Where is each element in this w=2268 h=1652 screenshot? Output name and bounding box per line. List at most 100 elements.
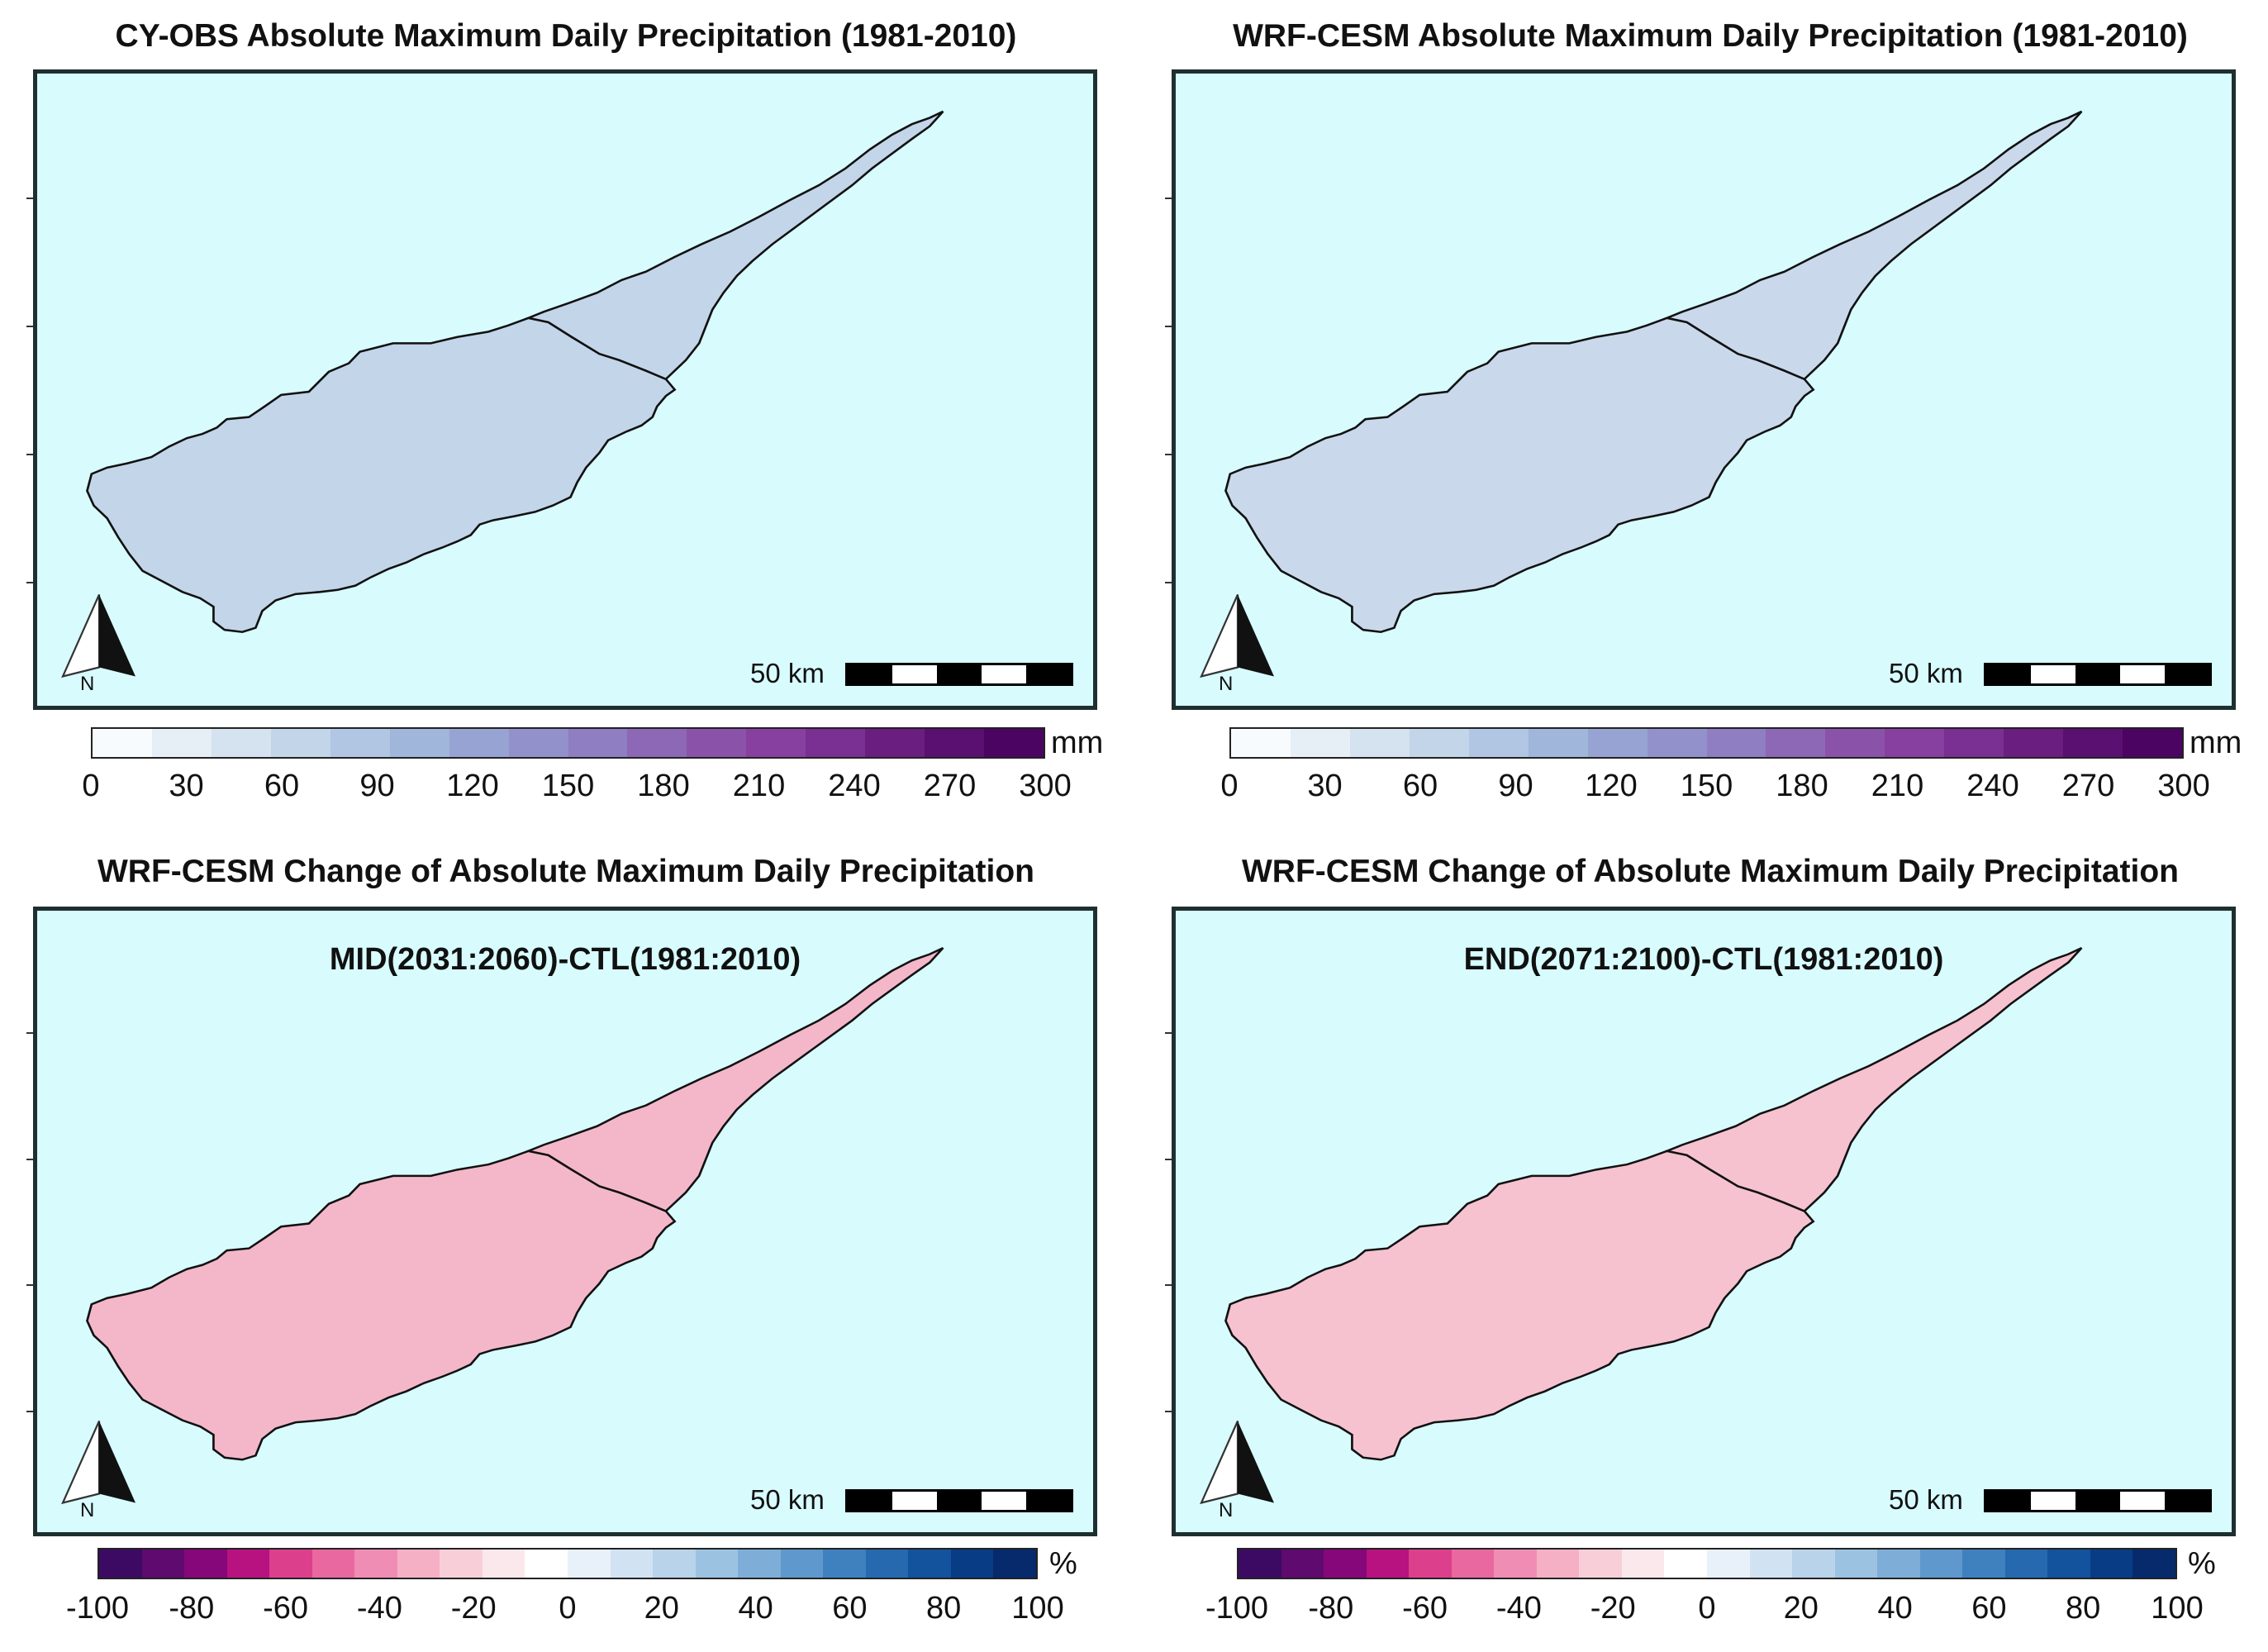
colorbar-swatch — [1324, 1550, 1367, 1578]
colorbar-swatch — [1349, 729, 1410, 757]
colorbar-swatch — [780, 1550, 824, 1578]
colorbar-swatch — [397, 1550, 440, 1578]
map-frame-obs: N 50 km — [33, 69, 1097, 710]
colorbar-swatch — [823, 1550, 866, 1578]
colorbar-swatch — [1536, 1550, 1580, 1578]
colorbar — [97, 1548, 1038, 1579]
panel-title-mid: WRF-CESM Change of Absolute Maximum Dail… — [97, 854, 1034, 889]
axis-tick — [1165, 454, 1172, 455]
island-panhandle-shape — [525, 110, 944, 381]
colorbar-swatch — [1290, 729, 1350, 757]
colorbar-swatch — [746, 729, 806, 757]
colorbar-tick-label: -20 — [1590, 1591, 1636, 1626]
north-label: N — [1219, 673, 1234, 695]
colorbar-swatch — [311, 1550, 355, 1578]
north-arrow-icon — [54, 1416, 145, 1507]
colorbar-swatch — [269, 1550, 312, 1578]
colorbar-swatch — [925, 729, 985, 757]
colorbar-swatch — [99, 1550, 142, 1578]
colorbar-swatch — [1494, 1550, 1537, 1578]
colorbar-swatch — [2090, 1550, 2133, 1578]
axis-tick — [1165, 1158, 1172, 1160]
panel-title-obs: CY-OBS Absolute Maximum Daily Precipitat… — [115, 18, 1017, 54]
north-label: N — [80, 1499, 95, 1521]
colorbar-swatch — [1409, 1550, 1452, 1578]
colorbar — [1237, 1548, 2177, 1579]
island-map — [1224, 110, 2083, 634]
axis-tick — [1165, 198, 1172, 199]
axis-tick — [26, 326, 33, 327]
colorbar-swatch — [93, 729, 152, 757]
colorbar-swatch — [1587, 729, 1648, 757]
north-label: N — [80, 673, 95, 695]
colorbar-swatch — [1664, 1550, 1708, 1578]
colorbar-tick-label: 80 — [926, 1591, 962, 1626]
map-subtitle-mid: MID(2031:2060)-CTL(1981:2010) — [329, 942, 801, 977]
colorbar-swatch — [1825, 729, 1885, 757]
colorbar-tick-label: 60 — [1971, 1591, 2007, 1626]
colorbar-swatch — [440, 1550, 483, 1578]
colorbar-tick-label: 180 — [637, 769, 690, 803]
colorbar-swatch — [1834, 1550, 1878, 1578]
colorbar-swatch — [389, 729, 449, 757]
colorbar-unit: % — [1049, 1546, 1077, 1581]
island-panhandle-shape — [1663, 946, 2083, 1212]
colorbar-swatch — [1885, 729, 1945, 757]
colorbar-tick-label: 60 — [264, 769, 300, 803]
colorbar-tick-label: -100 — [65, 1591, 130, 1626]
colorbar-tick-label: 0 — [82, 769, 100, 803]
north-arrow-icon — [54, 590, 145, 681]
colorbar-tick-label: 180 — [1776, 769, 1828, 803]
colorbar-tick-label: 80 — [2066, 1591, 2101, 1626]
scale-bar — [845, 663, 1073, 686]
island-main-shape — [1224, 317, 1815, 634]
colorbar-swatch — [908, 1550, 951, 1578]
colorbar-tick-label: 150 — [541, 769, 595, 803]
colorbar-swatch — [738, 1550, 781, 1578]
scale-label: 50 km — [750, 1484, 825, 1515]
scale-bar — [1984, 1489, 2212, 1512]
colorbar-tick-label: -80 — [1308, 1591, 1354, 1626]
colorbar-tick-label: 240 — [828, 769, 881, 803]
colorbar-swatch — [525, 1550, 568, 1578]
panel-title-wrf: WRF-CESM Absolute Maximum Daily Precipit… — [1233, 18, 2188, 54]
colorbar-tick-label: 270 — [2061, 769, 2115, 803]
axis-tick — [26, 582, 33, 583]
island-panhandle-shape — [1663, 110, 2083, 381]
colorbar-swatch — [865, 1550, 909, 1578]
colorbar-tick-label: -40 — [356, 1591, 402, 1626]
colorbar-swatch — [568, 1550, 611, 1578]
colorbar-tick-label: 20 — [1783, 1591, 1819, 1626]
colorbar-tick-label: 120 — [1585, 769, 1638, 803]
axis-tick — [26, 454, 33, 455]
colorbar-tick-label: 270 — [923, 769, 977, 803]
colorbar-swatch — [1451, 1550, 1495, 1578]
colorbar-swatch — [330, 729, 390, 757]
colorbar-unit: mm — [2190, 726, 2242, 760]
axis-tick — [26, 1032, 33, 1035]
colorbar-swatch — [1707, 1550, 1750, 1578]
panel-title-end: WRF-CESM Change of Absolute Maximum Dail… — [1242, 854, 2179, 889]
colorbar-swatch — [184, 1550, 227, 1578]
colorbar-tick-label: 100 — [1011, 1591, 1064, 1626]
colorbar-tick-label: 100 — [2151, 1591, 2204, 1626]
colorbar-tick-label: 300 — [1019, 769, 1072, 803]
north-arrow-icon — [1192, 1416, 1283, 1507]
colorbar-tick-label: 60 — [1402, 769, 1438, 803]
colorbar-swatch — [1792, 1550, 1835, 1578]
colorbar-swatch — [2004, 729, 2064, 757]
colorbar-tick-label: -80 — [169, 1591, 215, 1626]
colorbar-swatch — [2047, 1550, 2090, 1578]
colorbar-tick-label: 0 — [559, 1591, 577, 1626]
colorbar-swatch — [449, 729, 509, 757]
colorbar-tick-label: 300 — [2157, 769, 2210, 803]
colorbar-tick-label: -60 — [1402, 1591, 1448, 1626]
colorbar-swatch — [1468, 729, 1529, 757]
colorbar-swatch — [1239, 1550, 1281, 1578]
colorbar-swatch — [1528, 729, 1588, 757]
island-main-shape — [1224, 1150, 1815, 1461]
colorbar-swatch — [2004, 1550, 2048, 1578]
island-main-shape — [86, 317, 677, 634]
colorbar-swatch — [993, 1550, 1037, 1578]
colorbar-swatch — [1579, 1550, 1622, 1578]
